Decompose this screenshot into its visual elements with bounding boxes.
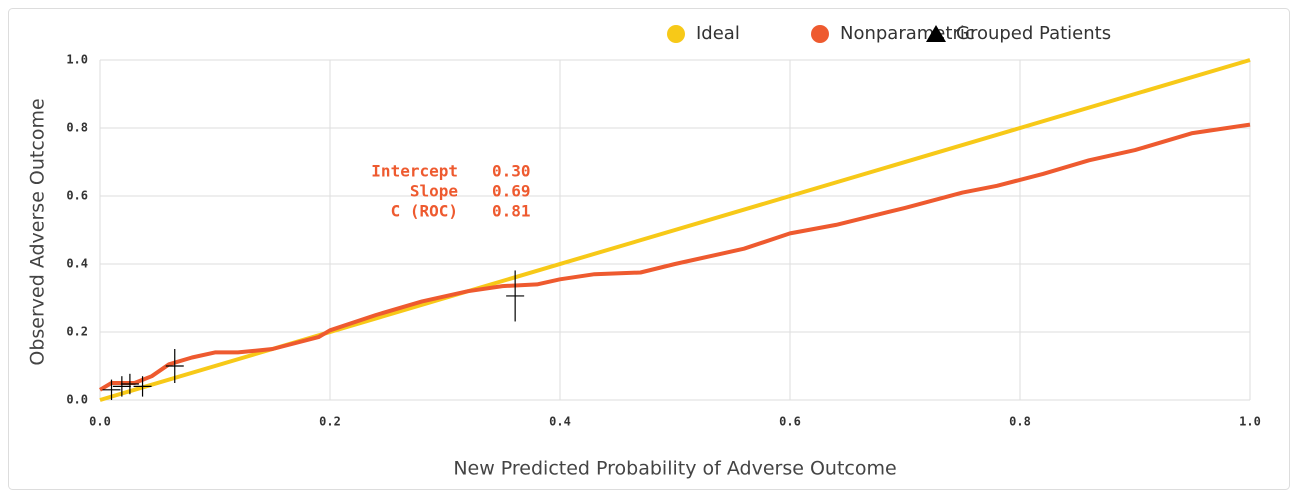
x-tick-label: 0.4: [549, 415, 571, 429]
annotation-value: 0.69: [492, 182, 531, 201]
y-tick-label: 1.0: [66, 53, 88, 67]
annotation-label: Intercept: [371, 162, 458, 181]
x-axis-label: New Predicted Probability of Adverse Out…: [453, 458, 896, 480]
x-tick-label: 1.0: [1239, 415, 1261, 429]
x-tick-label: 0.0: [89, 415, 111, 429]
x-tick-label: 0.8: [1009, 415, 1031, 429]
x-tick-label: 0.2: [319, 415, 341, 429]
y-tick-label: 0.2: [66, 325, 88, 339]
x-tick-label: 0.6: [779, 415, 801, 429]
series-line: [98, 122, 1251, 392]
y-tick-label: 0.8: [66, 121, 88, 135]
frame: [8, 8, 1290, 490]
legend-marker: [926, 25, 946, 42]
y-tick-label: 0.4: [66, 257, 88, 271]
annotation-value: 0.81: [492, 202, 531, 221]
y-axis-label: Observed Adverse Outcome: [27, 98, 49, 365]
legend-marker: [811, 25, 829, 43]
y-tick-label: 0.0: [66, 393, 88, 407]
legend-label: Nonparametric: [840, 23, 975, 44]
legend-label: Ideal: [696, 23, 740, 44]
annotation-value: 0.30: [492, 162, 531, 181]
y-tick-label: 0.6: [66, 189, 88, 203]
legend-marker: [667, 25, 685, 43]
annotation-label: C (ROC): [391, 202, 458, 221]
legend-label: Grouped Patients: [956, 23, 1111, 44]
annotation-label: Slope: [410, 182, 458, 201]
